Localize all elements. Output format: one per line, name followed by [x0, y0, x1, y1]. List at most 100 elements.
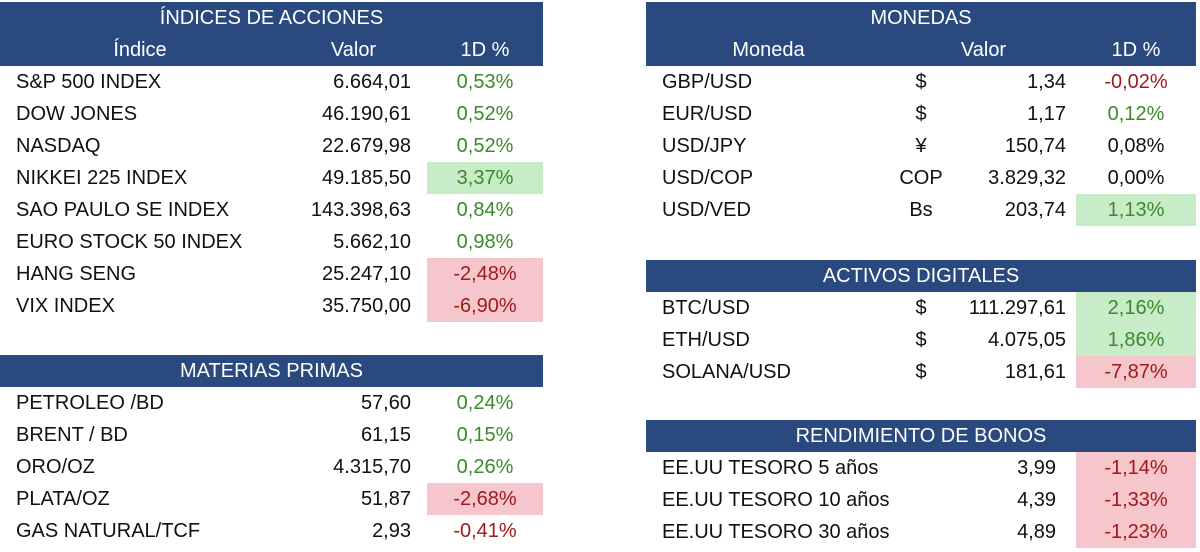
currencies-change-cell: -0,02%	[1104, 71, 1168, 93]
digital-row: SOLANA/USD $181,61 -7,87%	[646, 356, 1196, 388]
digital-name-cell: BTC/USD	[662, 297, 750, 319]
currencies-symbol-cell: $	[915, 103, 927, 125]
commodities-change-cell: -0,41%	[453, 520, 517, 542]
indices-name-cell: VIX INDEX	[16, 295, 115, 317]
bonds-value-cell: 4,39	[1017, 489, 1056, 511]
currencies-name-cell: GBP/USD	[662, 71, 753, 93]
indices-row: EURO STOCK 50 INDEX 5.662,10 0,98%	[0, 226, 543, 258]
currencies-symbol-cell: ¥	[915, 135, 927, 157]
indices-row: NASDAQ 22.679,98 0,52%	[0, 130, 543, 162]
indices-value-cell: 25.247,10	[322, 263, 411, 285]
indices-change-cell: 0,53%	[456, 71, 514, 93]
bonds-row: EE.UU TESORO 30 años 4,89 -1,23%	[646, 516, 1196, 548]
digital-change-cell: 2,16%	[1076, 292, 1196, 324]
bonds-row: EE.UU TESORO 10 años 4,39 -1,33%	[646, 484, 1196, 516]
currencies-name-cell: USD/JPY	[662, 135, 747, 157]
currencies-change-cell: 0,08%	[1107, 135, 1165, 157]
commodities-value-cell: 51,87	[360, 488, 411, 510]
bonds-value-cell: 4,89	[1017, 521, 1056, 543]
indices-value-cell: 22.679,98	[322, 135, 411, 157]
commodities-change-cell: 0,15%	[456, 424, 514, 446]
commodities-change-cell: 0,26%	[456, 456, 514, 478]
commodities-table: MATERIAS PRIMAS PETROLEO /BD 57,60 0,24% BR…	[0, 355, 543, 547]
indices-row: S&P 500 INDEX 6.664,01 0,53%	[0, 66, 543, 98]
indices-col-change: 1D %	[460, 39, 510, 61]
currencies-value-cell: 1,34	[1027, 71, 1066, 93]
commodities-title: MATERIAS PRIMAS	[0, 355, 543, 387]
currencies-symbol-cell: $	[915, 71, 927, 93]
bonds-change-cell: -1,33%	[1076, 484, 1196, 516]
bonds-value-cell: 3,99	[1017, 457, 1056, 479]
indices-value-cell: 5.662,10	[333, 231, 411, 253]
bonds-name-cell: EE.UU TESORO 5 años	[662, 457, 879, 479]
commodities-change-cell: -2,68%	[427, 483, 543, 515]
commodities-row: ORO/OZ 4.315,70 0,26%	[0, 451, 543, 483]
currencies-col-change: 1D %	[1111, 39, 1161, 61]
currencies-change-cell: 0,12%	[1107, 103, 1165, 125]
indices-value-cell: 49.185,50	[322, 167, 411, 189]
indices-row: VIX INDEX 35.750,00 -6,90%	[0, 290, 543, 322]
digital-title: ACTIVOS DIGITALES	[646, 260, 1196, 292]
currencies-value-cell: 150,74	[1004, 135, 1066, 157]
currencies-value-cell: 3.829,32	[988, 167, 1066, 189]
digital-change-cell: -7,87%	[1076, 356, 1196, 388]
digital-row: ETH/USD $4.075,05 1,86%	[646, 324, 1196, 356]
indices-value-cell: 46.190,61	[322, 103, 411, 125]
currencies-name-cell: EUR/USD	[662, 103, 753, 125]
digital-value-cell: 111.297,61	[968, 297, 1066, 319]
commodities-value-cell: 2,93	[372, 520, 411, 542]
currencies-col-value: Valor	[960, 39, 1007, 61]
commodities-name-cell: GAS NATURAL/TCF	[16, 520, 201, 542]
indices-table: ÍNDICES DE ACCIONES Índice Valor 1D % S&…	[0, 2, 543, 322]
currencies-change-cell: 1,13%	[1076, 194, 1196, 226]
indices-row: DOW JONES 46.190,61 0,52%	[0, 98, 543, 130]
indices-change-cell: 3,37%	[427, 162, 543, 194]
commodities-name-cell: BRENT / BD	[16, 424, 128, 446]
indices-row: SAO PAULO SE INDEX 143.398,63 0,84%	[0, 194, 543, 226]
indices-change-cell: 0,52%	[456, 103, 514, 125]
indices-name-cell: NIKKEI 225 INDEX	[16, 167, 188, 189]
commodities-name-cell: ORO/OZ	[16, 456, 95, 478]
currencies-row: EUR/USD $1,17 0,12%	[646, 98, 1196, 130]
commodities-value-cell: 4.315,70	[333, 456, 411, 478]
currencies-value-cell: 1,17	[1027, 103, 1066, 125]
indices-header: ÍNDICES DE ACCIONES Índice Valor 1D %	[0, 2, 543, 66]
digital-change-cell: 1,86%	[1076, 324, 1196, 356]
currencies-table: MONEDAS Moneda Valor 1D % GBP/USD $1,34 -0…	[646, 2, 1196, 226]
indices-name-cell: HANG SENG	[16, 263, 137, 285]
commodities-name-cell: PETROLEO /BD	[16, 392, 164, 414]
indices-row: HANG SENG 25.247,10 -2,48%	[0, 258, 543, 290]
bonds-title: RENDIMIENTO DE BONOS	[646, 420, 1196, 452]
indices-value-cell: 35.750,00	[322, 295, 411, 317]
currencies-name-cell: USD/VED	[662, 199, 751, 221]
commodities-value-cell: 61,15	[360, 424, 411, 446]
digital-table: ACTIVOS DIGITALES BTC/USD $111.297,61 2,16…	[646, 260, 1196, 388]
currencies-symbol-cell: COP	[899, 167, 943, 189]
commodities-name-cell: PLATA/OZ	[16, 488, 110, 510]
indices-change-cell: 0,84%	[456, 199, 514, 221]
bonds-row: EE.UU TESORO 5 años 3,99 -1,14%	[646, 452, 1196, 484]
indices-col-value: Valor	[330, 39, 377, 61]
currencies-row: USD/JPY ¥150,74 0,08%	[646, 130, 1196, 162]
indices-name-cell: NASDAQ	[16, 135, 101, 157]
commodities-row: PETROLEO /BD 57,60 0,24%	[0, 387, 543, 419]
indices-change-cell: 0,52%	[456, 135, 514, 157]
digital-symbol-cell: $	[915, 297, 927, 319]
commodities-value-cell: 57,60	[360, 392, 411, 414]
bonds-name-cell: EE.UU TESORO 30 años	[662, 521, 890, 543]
currencies-col-name: Moneda	[732, 39, 805, 61]
digital-name-cell: SOLANA/USD	[662, 361, 791, 383]
commodities-row: BRENT / BD 61,15 0,15%	[0, 419, 543, 451]
currencies-name-cell: USD/COP	[662, 167, 754, 189]
indices-name-cell: SAO PAULO SE INDEX	[16, 199, 230, 221]
indices-row: NIKKEI 225 INDEX 49.185,50 3,37%	[0, 162, 543, 194]
indices-change-cell: -2,48%	[427, 258, 543, 290]
currencies-row: GBP/USD $1,34 -0,02%	[646, 66, 1196, 98]
indices-name-cell: DOW JONES	[16, 103, 138, 125]
indices-name-cell: EURO STOCK 50 INDEX	[16, 231, 243, 253]
currencies-title: MONEDAS	[870, 7, 972, 29]
indices-change-cell: 0,98%	[456, 231, 514, 253]
digital-symbol-cell: $	[915, 361, 927, 383]
digital-value-cell: 4.075,05	[988, 329, 1066, 351]
currencies-row: USD/COP COP 3.829,32 0,00%	[646, 162, 1196, 194]
